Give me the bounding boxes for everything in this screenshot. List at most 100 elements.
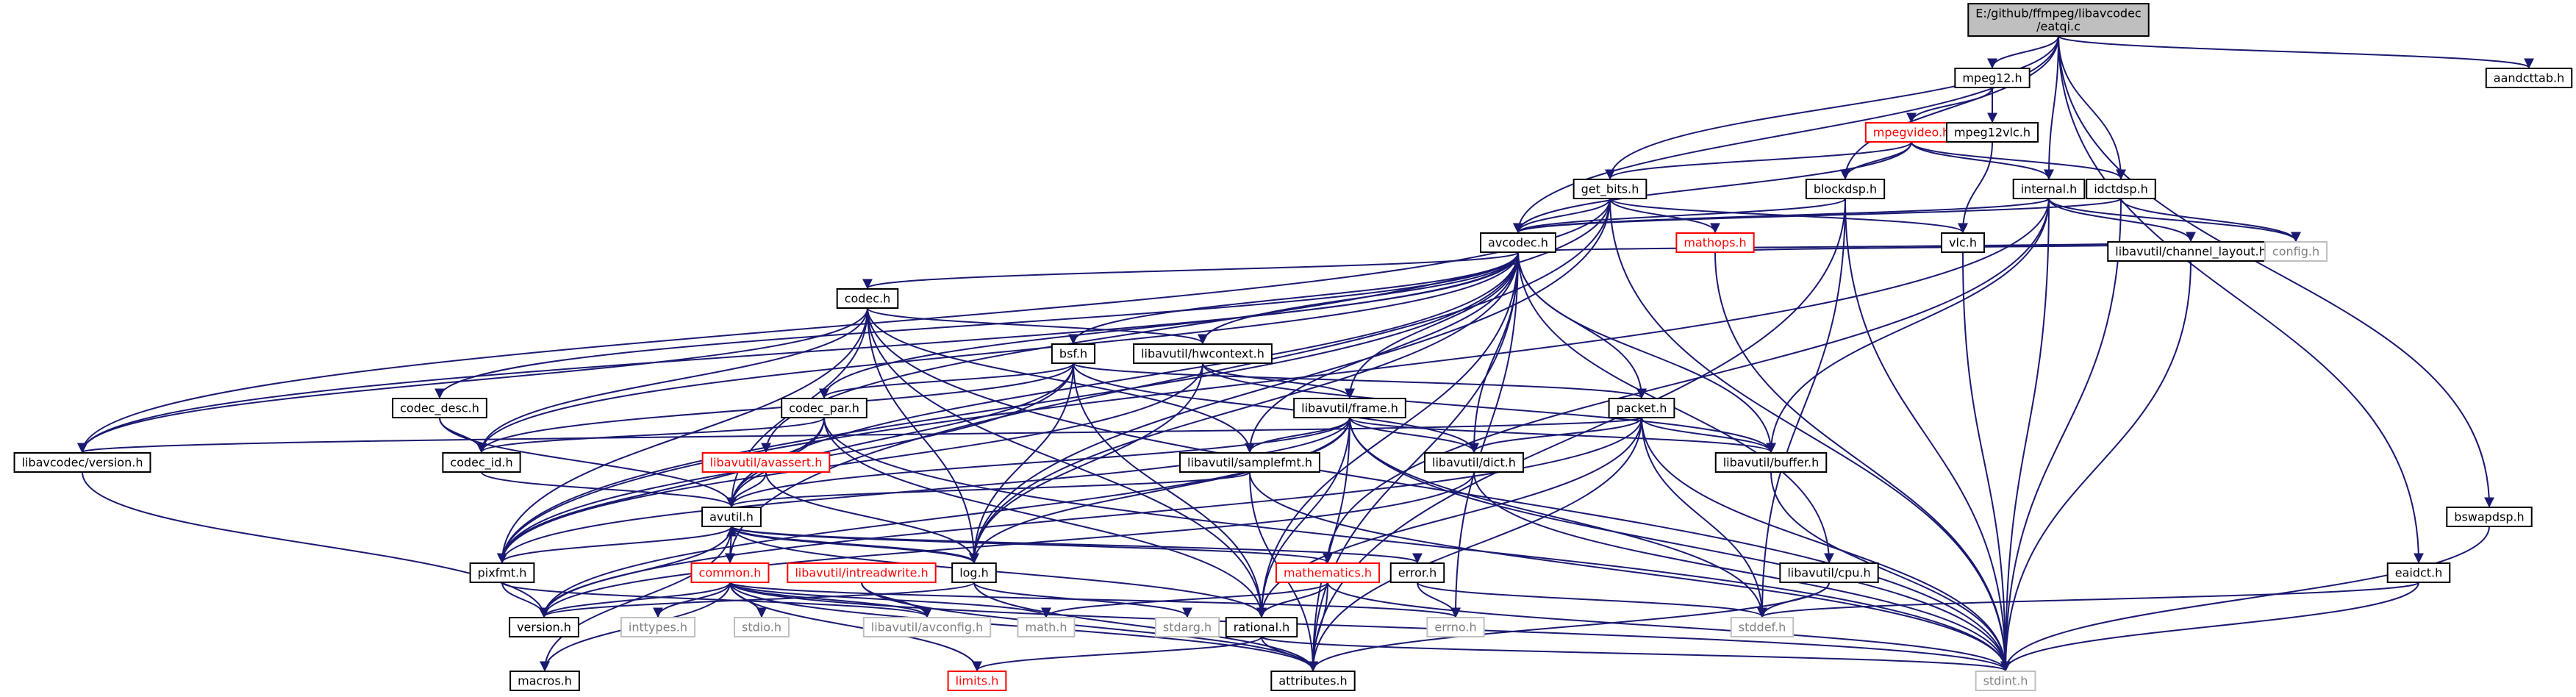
node-packet[interactable]: packet.h xyxy=(1608,398,1675,418)
node-label: attributes.h xyxy=(1278,674,1347,688)
node-log[interactable]: log.h xyxy=(951,562,997,583)
node-config[interactable]: config.h xyxy=(2264,241,2328,262)
edge-root-to-internal xyxy=(2044,35,2059,180)
node-box xyxy=(1941,232,1985,253)
edge-get-bits-to-log xyxy=(969,198,1611,564)
node-frame[interactable]: libavutil/frame.h xyxy=(1293,398,1406,418)
node-box xyxy=(1573,179,1647,199)
edge-avcodec-to-codec xyxy=(862,251,1519,290)
edge-avcodec-to-samplefmt xyxy=(1245,251,1519,454)
edge-codec-to-samplefmt xyxy=(867,307,1255,454)
node-intreadwrite[interactable]: libavutil/intreadwrite.h xyxy=(787,562,937,583)
node-label: libavutil/channel_layout.h xyxy=(2115,245,2266,260)
node-mpeg12[interactable]: mpeg12.h xyxy=(1954,68,2031,88)
node-idctdsp[interactable]: idctdsp.h xyxy=(2086,179,2156,199)
node-internal[interactable]: internal.h xyxy=(2012,179,2086,199)
edge-root-to-eaidct xyxy=(2058,35,2424,564)
node-get-bits[interactable]: get_bits.h xyxy=(1573,179,1647,199)
edge-frame-to-avutil xyxy=(726,417,1350,508)
node-pixfmt[interactable]: pixfmt.h xyxy=(469,562,535,583)
node-avcodec[interactable]: avcodec.h xyxy=(1480,232,1556,253)
node-limits[interactable]: limits.h xyxy=(947,671,1007,691)
node-box xyxy=(1133,343,1273,364)
node-macros[interactable]: macros.h xyxy=(509,671,580,691)
edge-frame-to-log xyxy=(969,417,1350,564)
edge-common-to-inttypes xyxy=(653,582,731,618)
node-chlayout[interactable]: libavutil/channel_layout.h xyxy=(2107,241,2275,262)
node-mathh[interactable]: math.h xyxy=(1017,617,1076,637)
node-version[interactable]: version.h xyxy=(509,617,579,637)
node-eaidct[interactable]: eaidct.h xyxy=(2386,562,2451,583)
node-label: get_bits.h xyxy=(1581,182,1639,197)
node-samplefmt[interactable]: libavutil/samplefmt.h xyxy=(1179,452,1320,473)
edge-codec-to-rational xyxy=(867,307,1267,618)
node-box xyxy=(1051,343,1096,364)
node-mathematics[interactable]: mathematics.h xyxy=(1275,562,1381,583)
edge-get-bits-to-common xyxy=(725,198,1611,564)
node-avassert[interactable]: libavutil/avassert.h xyxy=(701,452,831,473)
edge-internal-to-stdint xyxy=(2000,198,2050,672)
edge-vlc-to-stdint xyxy=(1962,251,2011,672)
node-box xyxy=(1675,232,1755,253)
node-codec[interactable]: codec.h xyxy=(836,288,899,309)
node-box xyxy=(1293,398,1406,418)
node-stddef[interactable]: stddef.h xyxy=(1730,617,1795,637)
node-common[interactable]: common.h xyxy=(690,562,770,583)
edge-frame-to-attributes xyxy=(1308,417,1350,672)
edge-frame-to-pixfmt xyxy=(497,417,1350,564)
node-mpegvideo[interactable]: mpegvideo.h xyxy=(1864,122,1958,143)
edge-codec-par-to-codec-id xyxy=(476,417,825,454)
node-box xyxy=(1154,617,1220,637)
edge-avcodec-to-codec-desc xyxy=(434,251,1519,399)
edge-rational-to-attributes xyxy=(1261,636,1318,672)
node-label: libavutil/cpu.h xyxy=(1787,566,1870,580)
node-avconfig[interactable]: libavutil/avconfig.h xyxy=(862,617,992,637)
node-label: avcodec.h xyxy=(1488,236,1548,250)
node-inttypes[interactable]: inttypes.h xyxy=(620,617,696,637)
edge-chlayout-to-stdint xyxy=(2000,260,2192,672)
edge-internal-to-chlayout xyxy=(2048,198,2196,243)
node-label: libavutil/avassert.h xyxy=(710,456,823,470)
edge-internal-to-avcodec xyxy=(1513,198,2050,234)
node-stdarg[interactable]: stdarg.h xyxy=(1154,617,1220,637)
node-hwcontext[interactable]: libavutil/hwcontext.h xyxy=(1133,343,1273,364)
node-box xyxy=(1945,122,2039,143)
edge-error-to-errno xyxy=(1417,582,1461,618)
edge-buffer-to-stdint xyxy=(1770,471,2011,672)
node-dict[interactable]: libavutil/dict.h xyxy=(1424,452,1524,473)
node-codec-desc[interactable]: codec_desc.h xyxy=(392,398,487,418)
node-bswapdsp[interactable]: bswapdsp.h xyxy=(2446,507,2533,527)
node-mathops[interactable]: mathops.h xyxy=(1675,232,1755,253)
node-box xyxy=(13,452,151,473)
node-label: codec.h xyxy=(845,292,891,306)
edge-eaidct-to-stddef xyxy=(1757,582,2419,618)
node-cpu[interactable]: libavutil/cpu.h xyxy=(1779,562,1879,583)
node-stdint[interactable]: stdint.h xyxy=(1975,671,2036,691)
node-codec-id[interactable]: codec_id.h xyxy=(442,452,521,473)
edge-root-to-get-bits xyxy=(1605,35,2059,180)
edge-internal-to-buffer xyxy=(1766,198,2050,454)
node-box xyxy=(2386,562,2451,583)
node-root[interactable]: E:/github/ffmpeg/libavcodec/eatqi.c xyxy=(1967,3,2150,37)
node-label: log.h xyxy=(959,566,989,580)
node-label: eaidct.h xyxy=(2395,566,2443,580)
node-rational[interactable]: rational.h xyxy=(1225,617,1298,637)
node-blockdsp[interactable]: blockdsp.h xyxy=(1805,179,1886,199)
edge-mathematics-to-stdint xyxy=(1327,582,2011,672)
node-avutil[interactable]: avutil.h xyxy=(701,507,762,527)
node-bsf[interactable]: bsf.h xyxy=(1051,343,1096,364)
node-error[interactable]: error.h xyxy=(1389,562,1445,583)
node-lavc-version[interactable]: libavcodec/version.h xyxy=(13,452,151,473)
edge-eaidct-to-stdint xyxy=(2000,582,2419,672)
node-attributes[interactable]: attributes.h xyxy=(1270,671,1356,691)
node-mpeg12vlc[interactable]: mpeg12vlc.h xyxy=(1945,122,2039,143)
node-vlc[interactable]: vlc.h xyxy=(1941,232,1985,253)
edge-bsf-to-codec-id xyxy=(476,362,1074,454)
node-aandcttab[interactable]: aandcttab.h xyxy=(2485,68,2573,88)
node-errno[interactable]: errno.h xyxy=(1426,617,1485,637)
edge-frame-to-stdint xyxy=(1349,417,2011,672)
node-stdio[interactable]: stdio.h xyxy=(734,617,790,637)
node-codec-par[interactable]: codec_par.h xyxy=(781,398,867,418)
node-buffer[interactable]: libavutil/buffer.h xyxy=(1714,452,1828,473)
